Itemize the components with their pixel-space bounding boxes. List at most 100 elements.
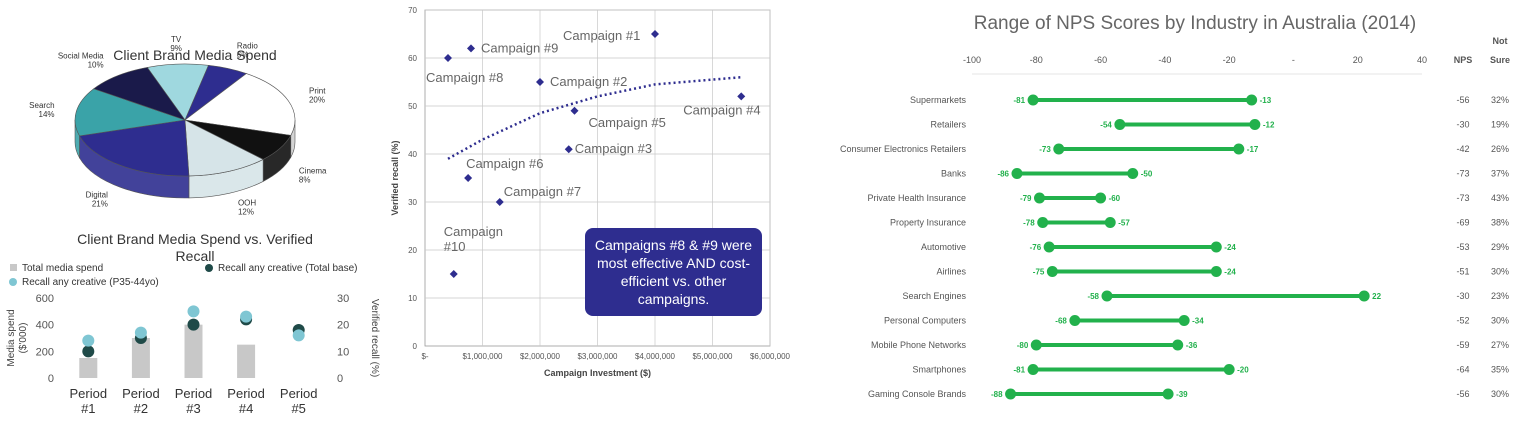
not-sure-value: 23% [1491, 291, 1509, 301]
bar [237, 344, 256, 378]
nps-title: Range of NPS Scores by Industry in Austr… [974, 13, 1417, 34]
x-tick-label: $- [421, 352, 428, 361]
point-label: Campaign #5 [589, 115, 666, 130]
scatter-point [564, 145, 573, 154]
range-low-label: -81 [1014, 96, 1026, 105]
range-high-dot [1210, 266, 1222, 277]
pie-label: TV 9% [170, 35, 182, 53]
pie-slice-ooh [184, 119, 264, 177]
industry-label: Search Engines [902, 291, 966, 301]
range-high-label: -36 [1186, 341, 1198, 350]
range-high-label: -24 [1224, 268, 1236, 277]
x-axis-label: Campaign Investment ($) [544, 368, 651, 378]
point-total-base [187, 318, 200, 331]
not-sure-value: 30% [1491, 316, 1509, 326]
y-tick-label: 0 [413, 342, 418, 351]
not-sure-value: 38% [1491, 218, 1509, 228]
callout-box: Campaigns #8 & #9 were most effective AN… [585, 228, 762, 316]
nps-value: -30 [1456, 120, 1469, 130]
pie-label: OOH 12% [238, 198, 256, 216]
point-label: Campaign #9 [481, 40, 558, 55]
point-label: Campaign #2 [550, 74, 627, 89]
x-tick-label: $1,000,000 [462, 352, 503, 361]
point-total-base [82, 345, 95, 358]
x-tick-label: Period #2 [122, 386, 160, 416]
scatter-point [444, 54, 452, 62]
y2-tick-label: 10 [337, 346, 349, 358]
range-high-label: -50 [1141, 170, 1153, 179]
pie-label: Print 20% [309, 86, 326, 104]
nps-value: -53 [1456, 242, 1469, 252]
pie-label: Cinema 8% [299, 166, 327, 184]
nps-value: -59 [1456, 340, 1469, 350]
pie-label: Digital 21% [86, 190, 108, 208]
range-low-label: -76 [1030, 243, 1042, 252]
range-low-dot [1046, 266, 1058, 277]
bar-title: Client Brand Media Spend vs. Verified Rec… [77, 231, 313, 264]
point-label: Campaign #3 [575, 141, 652, 156]
point-p35-44 [134, 326, 147, 339]
y2-tick-label: 0 [337, 373, 343, 385]
range-high-dot [1095, 192, 1107, 204]
x-tick-label: -60 [1094, 55, 1107, 65]
point-label: Campaign #10 [444, 224, 503, 254]
range-high-label: -17 [1247, 145, 1259, 154]
range-low-dot [1037, 217, 1049, 228]
range-high-dot [1358, 290, 1370, 302]
legend-label: Recall any creative (P35-44yo) [22, 277, 159, 288]
not-sure-value: 32% [1491, 95, 1509, 105]
scatter-point [737, 92, 746, 101]
industry-label: Gaming Console Brands [868, 389, 967, 399]
point-label: Campaign #7 [504, 184, 581, 199]
x-tick-label: Period #4 [227, 386, 265, 416]
x-tick-label: $6,000,000 [750, 352, 790, 361]
nps-value: -73 [1456, 169, 1469, 179]
x-tick-label: -100 [963, 55, 981, 65]
range-high-label: -12 [1263, 121, 1275, 130]
not-sure-value: 35% [1491, 365, 1509, 375]
y2-tick-label: 30 [337, 293, 349, 305]
range-low-dot [1034, 192, 1045, 204]
x-tick-label: 40 [1417, 55, 1427, 65]
y-axis-label: Verified recall (%) [390, 140, 400, 215]
not-sure-value: 27% [1491, 340, 1509, 350]
range-high-dot [1162, 388, 1174, 400]
nps-value: -52 [1456, 316, 1469, 326]
not-sure-value: 29% [1491, 242, 1509, 252]
industry-label: Airlines [936, 267, 966, 277]
range-high-dot [1223, 364, 1235, 375]
range-low-label: -54 [1100, 121, 1112, 130]
range-low-dot [1030, 339, 1042, 351]
range-low-dot [1011, 168, 1023, 179]
point-p35-44 [82, 334, 95, 347]
range-low-dot [1027, 94, 1039, 106]
range-high-label: -57 [1118, 219, 1130, 228]
range-high-dot [1172, 339, 1184, 351]
pie-slice-digital [79, 119, 190, 177]
industry-label: Property Insurance [890, 218, 966, 228]
x-tick-label: - [1292, 55, 1295, 65]
industry-label: Automotive [921, 242, 966, 252]
range-high-dot [1178, 315, 1190, 326]
range-high-label: 22 [1372, 292, 1381, 301]
point-label: Campaign #4 [683, 102, 760, 117]
x-tick-label: -20 [1223, 55, 1236, 65]
point-p35-44 [292, 329, 305, 342]
legend-swatch [10, 264, 17, 271]
range-low-label: -86 [997, 170, 1009, 179]
range-low-label: -88 [991, 390, 1003, 399]
x-tick-label: $5,000,000 [692, 352, 733, 361]
range-high-dot [1249, 119, 1261, 130]
bar [79, 358, 98, 378]
range-high-dot [1246, 94, 1258, 106]
y-tick-label: 20 [408, 246, 417, 255]
scatter-point [651, 30, 659, 38]
bar [184, 324, 203, 378]
industry-label: Banks [941, 169, 967, 179]
range-high-label: -20 [1237, 366, 1249, 375]
range-high-dot [1127, 168, 1139, 179]
range-high-dot [1233, 143, 1245, 155]
nps-range-chart: Range of NPS Scores by Industry in Austr… [840, 13, 1510, 400]
range-low-dot [1027, 364, 1039, 375]
range-high-label: -24 [1224, 243, 1236, 252]
